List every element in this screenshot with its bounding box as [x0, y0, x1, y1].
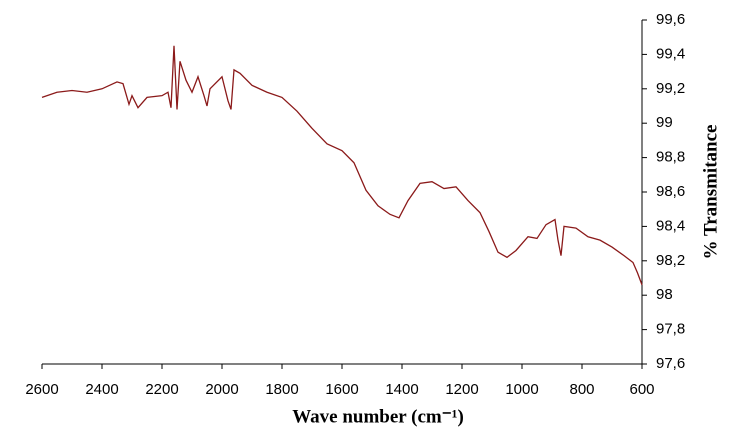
y-tick-label: 98	[656, 286, 673, 303]
y-tick-label: 97,8	[656, 321, 685, 338]
x-tick-label: 1800	[265, 381, 298, 398]
x-tick-label: 2400	[85, 381, 118, 398]
x-tick-label: 1600	[325, 381, 358, 398]
y-tick-label: 99,6	[656, 11, 685, 28]
x-tick-label: 1200	[445, 381, 478, 398]
y-tick-label: 98,4	[656, 217, 685, 234]
y-axis-label: % Transmitance	[700, 125, 721, 260]
y-tick-label: 99,2	[656, 80, 685, 97]
x-tick-label: 2000	[205, 381, 238, 398]
x-tick-label: 600	[629, 381, 654, 398]
y-tick-label: 99	[656, 114, 673, 131]
y-tick-label: 98,2	[656, 252, 685, 269]
x-tick-label: 2200	[145, 381, 178, 398]
x-axis-label: Wave number (cm⁻¹)	[292, 406, 464, 427]
x-tick-label: 800	[569, 381, 594, 398]
y-tick-label: 98,6	[656, 183, 685, 200]
x-tick-label: 2600	[25, 381, 58, 398]
spectrum-line	[41, 45, 643, 286]
y-tick-label: 99,4	[656, 45, 685, 62]
y-tick-label: 97,6	[656, 355, 685, 372]
y-tick-label: 98,8	[656, 149, 685, 166]
x-tick-label: 1400	[385, 381, 418, 398]
x-tick-label: 1000	[505, 381, 538, 398]
